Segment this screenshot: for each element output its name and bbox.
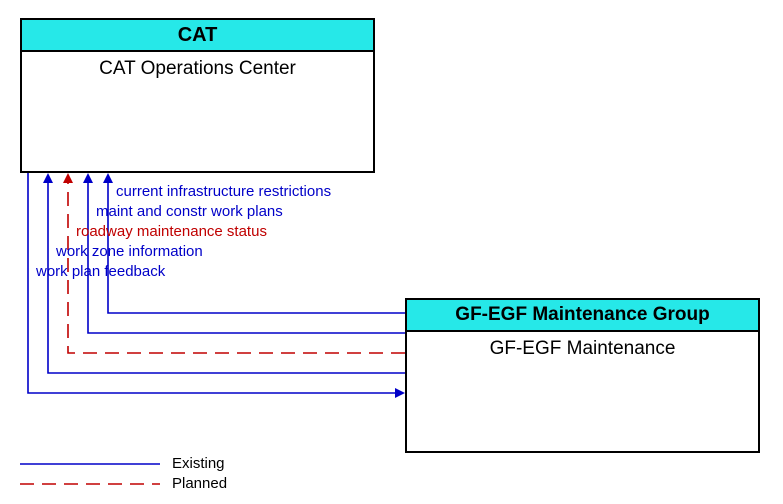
arrowhead [103, 173, 113, 183]
legend-label: Planned [172, 475, 227, 492]
legend-row: Planned [20, 475, 227, 493]
flow-label: work plan feedback [35, 263, 166, 280]
flow-label: work zone information [55, 243, 203, 260]
node-header: GF-EGF Maintenance Group [407, 300, 758, 332]
diagram-node: CATCAT Operations Center [20, 18, 375, 173]
flow-label: current infrastructure restrictions [116, 183, 331, 200]
legend-line-existing [20, 456, 160, 472]
node-body: GF-EGF Maintenance [407, 332, 758, 360]
node-header: CAT [22, 20, 373, 52]
flow-label: roadway maintenance status [76, 223, 267, 240]
flow-line [88, 183, 405, 333]
flow-line [48, 183, 405, 373]
arrowhead [43, 173, 53, 183]
flow-line [108, 183, 405, 313]
legend: Existing Planned [20, 455, 227, 495]
legend-line-planned [20, 476, 160, 492]
flow-line [68, 183, 405, 353]
legend-label: Existing [172, 455, 225, 472]
diagram-node: GF-EGF Maintenance GroupGF-EGF Maintenan… [405, 298, 760, 453]
legend-row: Existing [20, 455, 227, 473]
arrowhead [63, 173, 73, 183]
arrowhead [395, 388, 405, 398]
flow-label: maint and constr work plans [96, 203, 283, 220]
flow-line [28, 173, 395, 393]
arrowhead [83, 173, 93, 183]
node-body: CAT Operations Center [22, 52, 373, 80]
